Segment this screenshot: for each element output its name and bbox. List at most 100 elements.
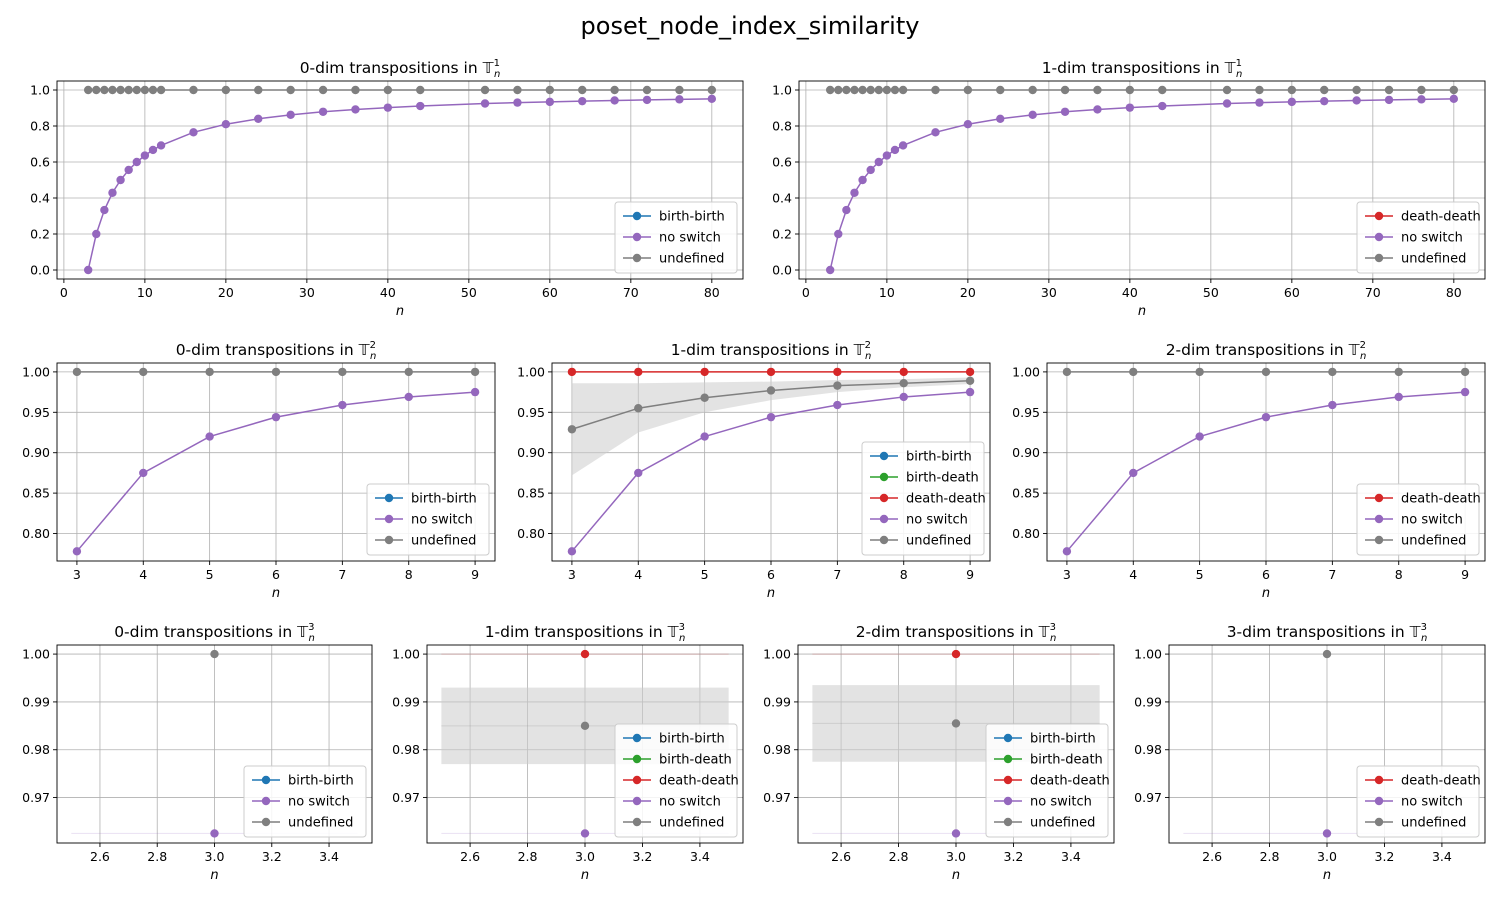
data-point-no-switch bbox=[578, 96, 587, 106]
x-tick-label: 0 bbox=[60, 285, 68, 300]
y-tick-label: 0.80 bbox=[517, 526, 545, 541]
y-tick-label: 0.8 bbox=[30, 119, 50, 134]
x-tick-label: 2.8 bbox=[147, 849, 167, 864]
data-point-no-switch bbox=[286, 110, 295, 120]
y-tick-label: 0.85 bbox=[22, 486, 50, 501]
data-point-no-switch bbox=[271, 412, 281, 422]
legend: birth-birth no switch undefined bbox=[366, 483, 490, 556]
data-point-undefined bbox=[416, 85, 425, 95]
legend-label: death-death bbox=[906, 492, 986, 507]
data-point-no-switch bbox=[416, 101, 425, 111]
y-tick-label: 0.97 bbox=[22, 790, 50, 805]
data-point-undefined bbox=[271, 367, 281, 377]
data-point-undefined bbox=[850, 85, 859, 95]
data-point-no-switch bbox=[92, 229, 101, 239]
data-point-undefined bbox=[825, 85, 835, 95]
data-point-no-switch bbox=[833, 400, 842, 410]
axes-frame bbox=[798, 80, 1486, 280]
data-point-undefined bbox=[882, 85, 892, 95]
legend-marker bbox=[879, 451, 889, 461]
data-point-undefined bbox=[92, 85, 101, 95]
x-tick-label: 70 bbox=[1365, 285, 1381, 300]
x-tick-label: 7 bbox=[338, 567, 346, 582]
legend-marker bbox=[879, 514, 889, 524]
data-point-no-switch bbox=[545, 97, 555, 107]
data-point-no-switch bbox=[675, 95, 684, 104]
legend-label: birth-birth bbox=[659, 210, 725, 225]
data-point-no-switch bbox=[1287, 97, 1297, 107]
legend-label: no switch bbox=[1401, 231, 1463, 246]
data-point-undefined bbox=[567, 425, 577, 434]
data-point-undefined bbox=[1062, 367, 1072, 377]
subplot-title: 1-dim transpositions in 𝕋3 n bbox=[485, 622, 686, 644]
data-point-no-switch bbox=[1158, 101, 1167, 111]
y-tick-label: 0.2 bbox=[772, 227, 792, 242]
legend-marker bbox=[632, 211, 642, 221]
x-tick-label: 3.4 bbox=[319, 849, 339, 864]
y-tick-label: 0.80 bbox=[1012, 526, 1040, 541]
data-point-undefined bbox=[842, 85, 851, 95]
legend-marker bbox=[1374, 493, 1384, 503]
data-point-death-death bbox=[580, 649, 590, 659]
x-tick-label: 6 bbox=[272, 567, 280, 582]
x-axis-label: n bbox=[396, 304, 404, 319]
data-point-undefined bbox=[116, 85, 125, 95]
data-point-no-switch bbox=[1195, 432, 1204, 441]
data-point-undefined bbox=[1320, 85, 1329, 95]
subplot-title: 1-dim transpositions in 𝕋2 n bbox=[671, 340, 872, 362]
x-axis-label: n bbox=[1262, 586, 1270, 601]
y-tick-label: 1.0 bbox=[772, 83, 792, 98]
legend-frame bbox=[366, 483, 490, 556]
legend-marker bbox=[632, 754, 642, 764]
x-tick-label: 8 bbox=[1395, 567, 1403, 582]
data-point-undefined bbox=[707, 85, 717, 95]
data-point-undefined bbox=[578, 85, 587, 95]
y-tick-label: 0.95 bbox=[1012, 405, 1040, 420]
legend-marker bbox=[879, 493, 889, 503]
y-tick-label: 1.00 bbox=[1134, 647, 1162, 662]
subplot-1: 0 10 20 30 40 50 60 70 80 0.0 0.2 0.4 0.6 0.8 1.0 n 0-di… bbox=[30, 58, 744, 319]
data-point-undefined bbox=[858, 85, 867, 95]
data-point-undefined bbox=[874, 85, 883, 95]
x-tick-label: 9 bbox=[1461, 567, 1469, 582]
y-tick-label: 0.97 bbox=[392, 790, 420, 805]
data-point-undefined bbox=[286, 85, 295, 95]
x-axis-label: n bbox=[952, 868, 960, 883]
y-tick-label: 1.00 bbox=[1012, 364, 1040, 379]
legend-label: no switch bbox=[1401, 513, 1463, 528]
y-tick-label: 0.8 bbox=[772, 119, 792, 134]
legend: birth-birth birth-death death-death no swit… bbox=[861, 441, 986, 556]
x-tick-label: 5 bbox=[701, 567, 709, 582]
data-point-no-switch bbox=[470, 387, 480, 397]
data-point-undefined bbox=[1028, 85, 1037, 95]
legend-label: no switch bbox=[659, 231, 721, 246]
legend-marker bbox=[1374, 817, 1384, 827]
legend-label: no switch bbox=[1030, 795, 1092, 810]
data-point-undefined bbox=[1125, 85, 1135, 95]
subplot-4: 3 4 5 6 7 8 9 0.80 0.85 0.90 0.95 1.00 n 1-dim transp… bbox=[517, 340, 991, 601]
data-point-no-switch bbox=[1062, 547, 1072, 556]
data-point-no-switch bbox=[140, 151, 150, 160]
legend-label: birth-death bbox=[906, 471, 979, 486]
data-point-undefined bbox=[404, 367, 413, 377]
data-point-undefined bbox=[1158, 85, 1167, 95]
y-tick-label: 0.98 bbox=[392, 742, 420, 757]
legend-label: undefined bbox=[1401, 252, 1466, 267]
x-tick-label: 2.6 bbox=[460, 849, 480, 864]
data-point-undefined bbox=[480, 85, 490, 95]
data-point-undefined bbox=[642, 85, 652, 95]
y-tick-label: 0.90 bbox=[1012, 445, 1040, 460]
data-point-undefined bbox=[1352, 85, 1361, 95]
data-point-no-switch bbox=[951, 829, 961, 838]
data-point-no-switch bbox=[1255, 98, 1264, 107]
data-point-no-switch bbox=[634, 468, 643, 478]
data-point-no-switch bbox=[404, 392, 413, 402]
subplot-9: 2.6 2.8 3.0 3.2 3.4 0.97 0.98 0.99 1.00 n 3-dim tr… bbox=[1134, 622, 1486, 883]
data-point-undefined bbox=[383, 85, 393, 95]
figure-title: poset_node_index_similarity bbox=[580, 12, 920, 40]
data-point-undefined bbox=[108, 85, 117, 95]
x-tick-label: 50 bbox=[461, 285, 477, 300]
data-point-undefined bbox=[1417, 85, 1426, 95]
legend-marker bbox=[1374, 775, 1384, 785]
